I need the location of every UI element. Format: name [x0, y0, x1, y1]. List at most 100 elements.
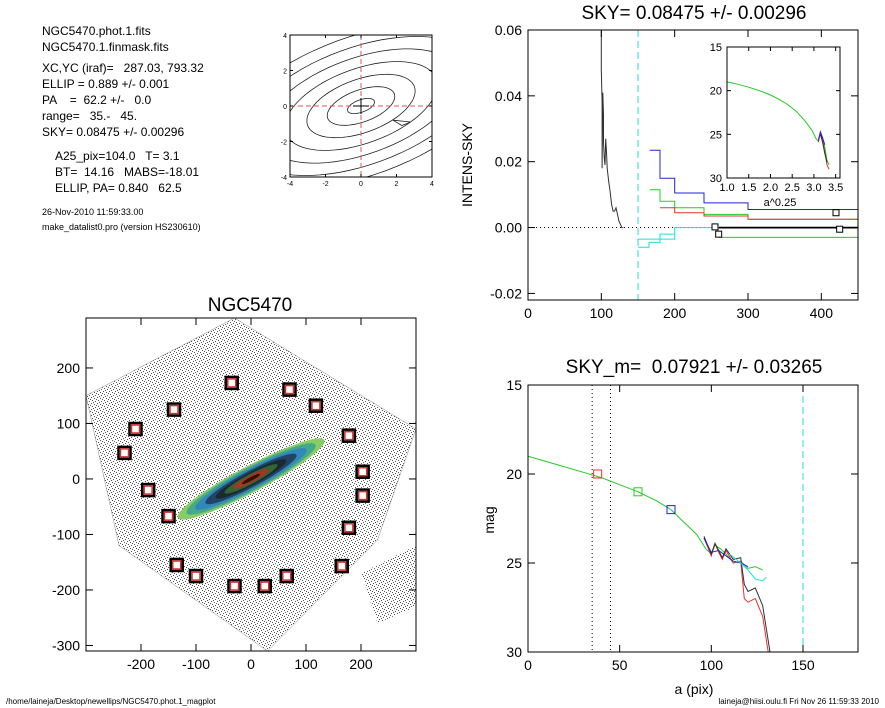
mag-marker	[666, 505, 676, 515]
contour-line	[392, 119, 411, 126]
sky-box	[355, 464, 370, 479]
footer-user: laineja@hiisi.oulu.fi Fri Nov 26 11:59:3…	[718, 697, 879, 706]
header-block: NGC5470.phot.1.fits NGC5470.1.finmask.fi…	[42, 24, 204, 232]
y-tick-label: 0.02	[495, 154, 522, 170]
x-tick-label: -2	[322, 181, 328, 188]
contour-lines	[290, 35, 432, 177]
sky-box-inner	[260, 581, 270, 591]
y-tick-label: -4	[281, 175, 287, 182]
y-tick-label: -300	[52, 637, 80, 653]
header-line: XC,YC (iraf)= 287.03, 793.32	[42, 61, 204, 75]
mag-series	[729, 553, 767, 582]
galaxy-title: NGC5470	[208, 295, 293, 316]
y-tick-label: 15	[506, 377, 522, 393]
contour-line	[290, 48, 432, 164]
mag-title: SKY_m= 0.07921 +/- 0.03265	[566, 357, 823, 378]
sky-box	[341, 428, 357, 443]
x-tick-label: 0	[247, 656, 255, 672]
sky-box-inner	[169, 404, 179, 415]
header-line: A25_pix=104.0 T= 3.1	[55, 149, 180, 163]
x-tick-label: 50	[612, 657, 628, 673]
y-tick-label: 25	[710, 129, 722, 141]
y-tick-label: 30	[506, 644, 522, 660]
date-line: 26-Nov-2010 11:59:33.00	[42, 207, 143, 217]
sky-box	[140, 482, 156, 498]
y-tick-label: -0.02	[490, 285, 522, 301]
sky-box-inner	[143, 485, 153, 495]
inset-series	[819, 134, 828, 163]
sky-box	[169, 557, 184, 573]
sky-box	[282, 382, 297, 397]
y-tick-label: 100	[57, 415, 81, 431]
sky-box-inner	[163, 511, 174, 521]
contour-line	[306, 73, 416, 139]
sky-inset-panel: a^0.25 1.0 1.5 2.0 2.5 3.0 3.5 15 20 25 30	[710, 42, 844, 209]
sky-marker	[715, 230, 723, 238]
sky-title: SKY= 0.08475 +/- 0.00296	[581, 3, 806, 24]
sky-box	[279, 568, 294, 584]
header-line: range= 35.- 45.	[42, 109, 137, 123]
x-tick-label: 0	[524, 305, 532, 321]
sky-series	[600, 30, 624, 229]
x-tick-label: 100	[700, 657, 724, 673]
sky-profile-panel: SKY= 0.08475 +/- 0.00296 INTENS-SKY 0 100…	[459, 3, 859, 321]
y-tick-label: 15	[710, 42, 722, 54]
sky-series	[660, 207, 858, 220]
mag-series	[703, 536, 771, 652]
sky-box-inner	[344, 430, 354, 441]
sky-box	[257, 578, 272, 594]
sky-box-inner	[119, 448, 130, 458]
contour-line	[326, 86, 396, 126]
sky-box-inner	[229, 581, 240, 591]
y-tick-label: 200	[57, 360, 81, 376]
sky-box	[224, 375, 239, 391]
inset-bg	[727, 47, 840, 178]
contour-line	[290, 36, 432, 176]
sky-series	[638, 227, 719, 240]
header-line: NGC5470.1.finmask.fits	[42, 40, 169, 54]
x-tick-label: 100	[590, 305, 614, 321]
y-tick-label: 0	[283, 104, 287, 111]
x-tick-label: 200	[663, 305, 687, 321]
sky-marker	[711, 223, 719, 231]
inset-xlabel: a^0.25	[764, 197, 797, 209]
mag-marker	[633, 487, 643, 497]
sky-box-inner	[357, 466, 368, 477]
x-tick-label: 100	[294, 656, 318, 672]
y-tick-label: -200	[52, 582, 80, 598]
sky-box	[227, 578, 242, 594]
y-tick-label: 25	[506, 555, 522, 571]
header-line: BT= 14.16 MABS=-18.01	[55, 165, 199, 179]
sky-box-inner	[311, 400, 321, 411]
y-tick-label: 0.04	[495, 88, 522, 104]
sky-ylabel: INTENS-SKY	[459, 122, 475, 207]
y-tick-label: 4	[283, 33, 287, 40]
x-tick-label: 1.5	[741, 182, 756, 194]
sky-box	[308, 398, 324, 413]
sky-box	[161, 508, 176, 524]
sky-box	[188, 568, 204, 584]
x-tick-label: -100	[182, 656, 210, 672]
sky-series	[649, 149, 858, 210]
y-tick-label: 20	[506, 466, 522, 482]
x-tick-label: 0	[359, 181, 363, 188]
y-tick-label: 0.06	[495, 22, 522, 38]
sky-box-inner	[337, 561, 347, 571]
contour-line	[347, 98, 375, 114]
sky-box-inner	[344, 523, 354, 533]
x-tick-label: 150	[791, 657, 815, 673]
mag-ylabel: mag	[481, 506, 497, 533]
x-tick-label: 200	[349, 656, 373, 672]
galaxy-image-panel: NGC5470 -200 -100 0 100 200 -300 -200 -100 0 100 2…	[52, 295, 417, 672]
mag-marker	[593, 469, 603, 479]
sky-marker	[836, 225, 844, 233]
sky-box	[128, 421, 143, 437]
contour-panel: -4 -2 0 2 4 -4 -2 0 2 4	[281, 33, 434, 188]
header-line: NGC5470.phot.1.fits	[42, 24, 151, 38]
sky-box	[355, 488, 370, 503]
x-tick-label: 0	[524, 657, 532, 673]
y-tick-label: -2	[281, 140, 287, 147]
sky-box-inner	[284, 384, 295, 395]
x-tick-label: 3.0	[806, 182, 821, 194]
sky-series	[638, 233, 675, 248]
